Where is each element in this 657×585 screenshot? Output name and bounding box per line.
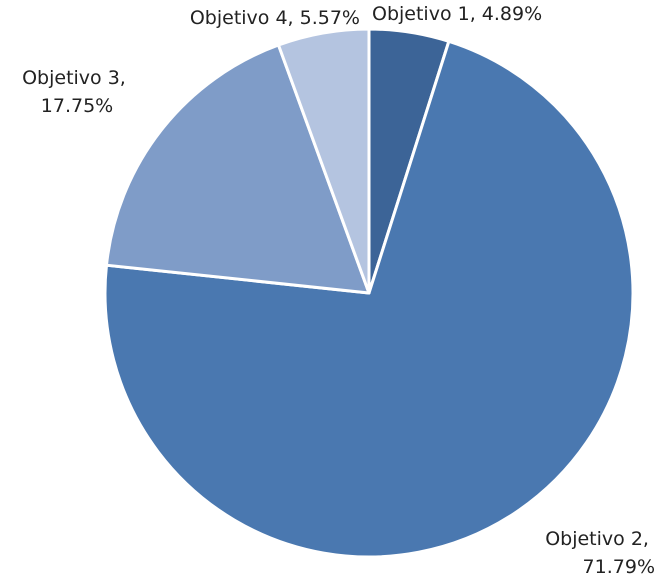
data-label: Objetivo 3, 17.75% — [22, 67, 132, 117]
pie-slice — [104, 43, 371, 295]
pie-slice — [276, 27, 371, 295]
data-label: Objetivo 4, 5.57% — [190, 7, 360, 29]
pie-slice — [103, 39, 635, 559]
data-label: Objetivo 2, 71.79% — [545, 528, 655, 578]
data-label: Objetivo 1, 4.89% — [372, 3, 542, 25]
